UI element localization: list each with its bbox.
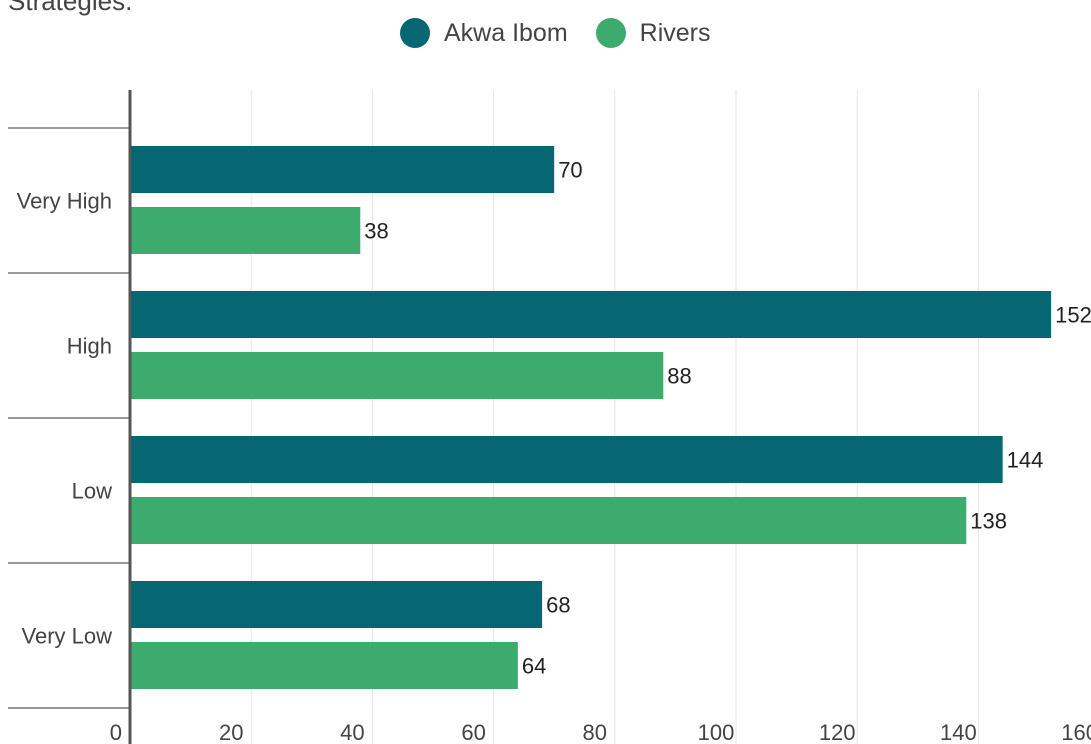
x-tick-label: 100 [698,720,735,744]
data-label: 70 [558,158,582,183]
x-tick-label: 40 [340,720,364,744]
category-label: High [67,334,112,359]
legend-item-rivers[interactable]: Rivers [595,18,711,48]
chart-title: Strategies. [8,0,133,16]
legend-label-rivers: Rivers [639,18,711,47]
category-label: Very Low [22,624,113,649]
data-label: 152 [1055,303,1091,328]
bar-very-high-akwa-ibom [130,146,555,193]
x-tick-label: 140 [940,720,977,744]
category-label: Very High [17,189,112,214]
x-tick-label: 80 [583,720,607,744]
x-tick-label: 160 [1061,720,1091,744]
legend-item-akwa-ibom[interactable]: Akwa Ibom [400,18,568,48]
x-tick-label: 60 [461,720,485,744]
bar-very-high-rivers [130,207,361,254]
bar-low-akwa-ibom [130,436,1003,483]
legend: Akwa Ibom Rivers [400,18,739,48]
data-label: 38 [364,219,388,244]
x-tick-label: 0 [110,720,122,744]
data-label: 138 [970,509,1007,534]
bar-very-low-rivers [130,642,518,689]
legend-swatch-rivers [595,18,626,48]
x-tick-label: 120 [819,720,856,744]
bar-very-low-akwa-ibom [130,581,543,628]
bar-high-rivers [130,352,664,399]
data-label: 64 [522,654,546,679]
data-label: 144 [1007,448,1044,473]
x-tick-label: 20 [219,720,243,744]
data-label: 68 [546,593,570,618]
legend-label-akwa-ibom: Akwa Ibom [444,18,568,47]
bar-high-akwa-ibom [130,291,1052,338]
bar-low-rivers [130,497,967,544]
legend-swatch-akwa-ibom [400,18,430,48]
data-label: 88 [667,364,691,389]
category-label: Low [72,479,112,504]
